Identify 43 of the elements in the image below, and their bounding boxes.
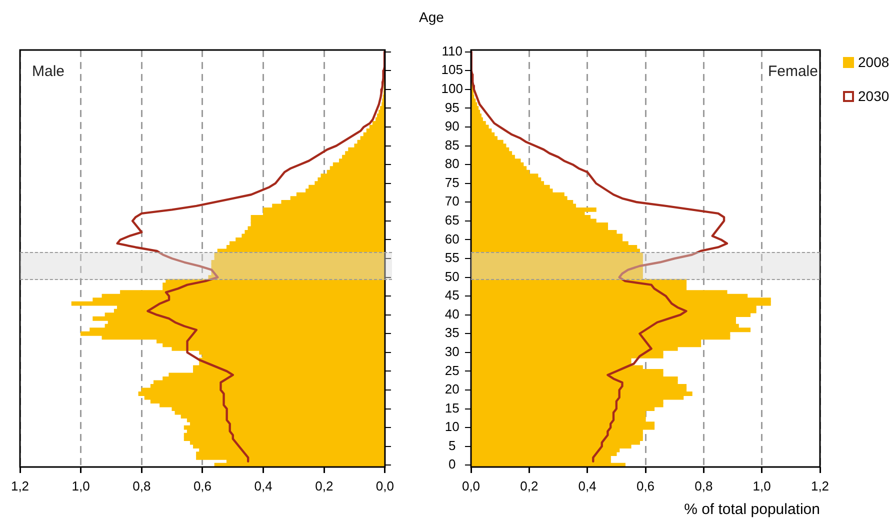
x-tick-label: 1,2 bbox=[10, 478, 30, 494]
annotation: Female bbox=[768, 63, 818, 80]
y-axis-title: Age bbox=[419, 8, 444, 25]
x-tick-label: 0,4 bbox=[254, 478, 272, 494]
x-tick-label: 0,0 bbox=[462, 478, 480, 494]
y-tick-label: 50 bbox=[444, 268, 460, 284]
y-tick-label: 100 bbox=[441, 81, 464, 96]
y-tick-label: 40 bbox=[444, 306, 460, 322]
x-axis-title: % of total population bbox=[684, 501, 820, 518]
y-tick-label: 75 bbox=[444, 174, 460, 190]
x-tick-label: 0,8 bbox=[132, 478, 151, 494]
x-tick-label: 0,6 bbox=[193, 478, 212, 494]
y-tick-label: 15 bbox=[444, 400, 460, 416]
x-tick-label: 1,0 bbox=[752, 478, 771, 494]
y-tick-label: 65 bbox=[444, 212, 460, 228]
x-tick-label: 0,6 bbox=[636, 478, 655, 494]
y-tick-label: 95 bbox=[444, 100, 460, 115]
x-tick-label: 0,2 bbox=[315, 478, 334, 494]
y-tick-label: 85 bbox=[444, 137, 460, 152]
annotation: Male bbox=[32, 63, 65, 80]
y-tick-label: 25 bbox=[444, 362, 460, 378]
y-tick-label: 60 bbox=[444, 231, 460, 246]
y-tick-label: 20 bbox=[444, 382, 460, 397]
y-tick-label: 110 bbox=[442, 43, 463, 58]
x-tick-label: 0,0 bbox=[376, 478, 394, 494]
y-tick-label: 0 bbox=[448, 456, 456, 472]
y-tick-label: 80 bbox=[444, 156, 460, 172]
x-tick-label: 1,2 bbox=[810, 478, 830, 494]
y-tick-label: 90 bbox=[444, 118, 460, 134]
y-tick-label: 105 bbox=[441, 62, 464, 78]
y-tick-label: 5 bbox=[448, 438, 456, 453]
y-tick-label: 45 bbox=[444, 288, 460, 303]
x-tick-label: 0,8 bbox=[694, 478, 713, 494]
y-tick-label: 35 bbox=[444, 325, 460, 340]
legend-label: 2008 bbox=[858, 54, 890, 70]
x-tick-label: 1,0 bbox=[72, 478, 90, 494]
y-tick-label: 70 bbox=[444, 194, 460, 209]
y-tick-label: 10 bbox=[444, 419, 460, 434]
x-tick-label: 0,4 bbox=[578, 478, 596, 494]
y-tick-label: 30 bbox=[444, 344, 460, 359]
y-tick-label: 55 bbox=[444, 250, 460, 266]
legend-label: 2030 bbox=[858, 88, 890, 104]
x-tick-label: 0,2 bbox=[520, 478, 538, 494]
